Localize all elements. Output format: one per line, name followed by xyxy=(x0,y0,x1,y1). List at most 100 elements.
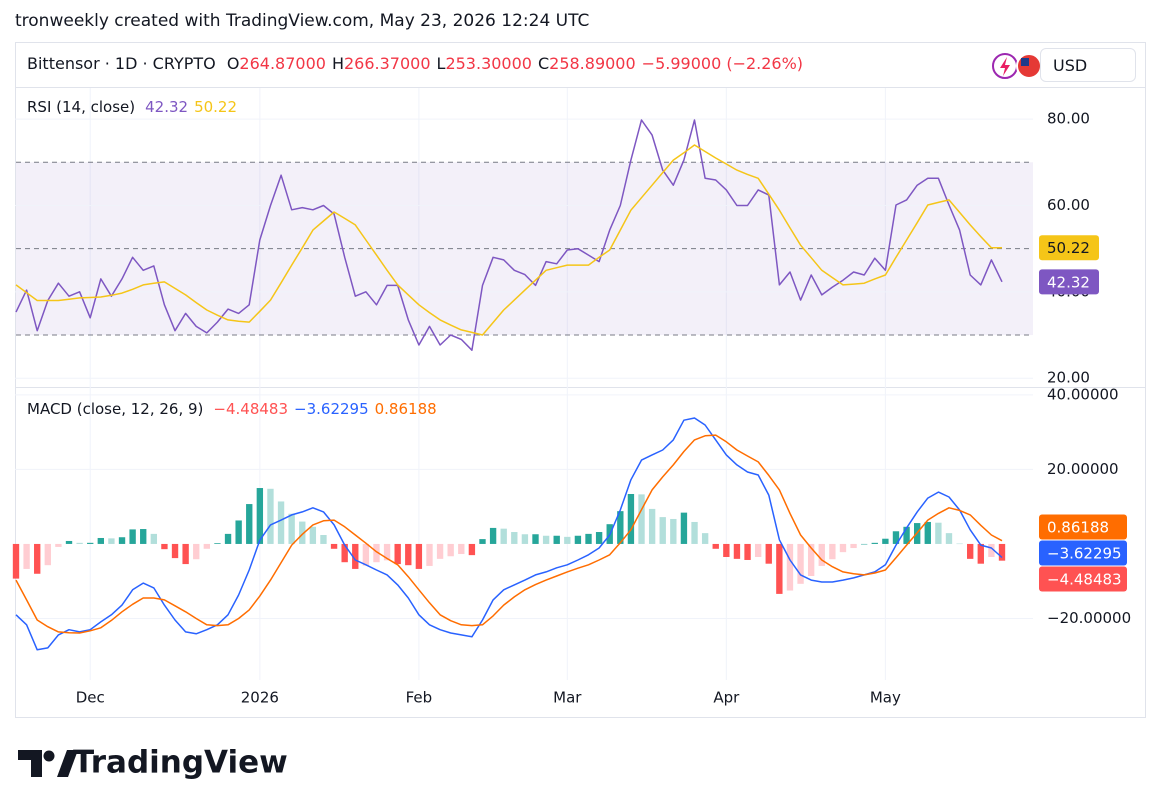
y-tick-label: 80.00 xyxy=(1047,110,1090,128)
histogram-bar xyxy=(744,543,751,560)
histogram-bar xyxy=(320,535,327,544)
histogram-bar xyxy=(362,543,370,566)
value-badge xyxy=(1039,566,1127,592)
histogram-bar xyxy=(330,543,338,549)
x-tick-label: May xyxy=(870,689,901,707)
histogram-bar xyxy=(807,543,815,577)
y-tick-label: 20.00 xyxy=(1047,369,1090,387)
x-tick-label: Apr xyxy=(713,689,740,707)
histogram-bar xyxy=(500,528,507,544)
histogram-bar xyxy=(712,543,719,549)
x-tick-label: Mar xyxy=(553,689,582,707)
histogram-bar xyxy=(97,537,104,544)
histogram-bar xyxy=(458,543,465,555)
histogram-bar xyxy=(34,543,41,574)
histogram-bar xyxy=(12,543,20,579)
histogram-bar xyxy=(585,533,592,544)
histogram-bar xyxy=(299,521,306,544)
histogram-bar xyxy=(818,543,825,566)
legend-title: MACD (close, 12, 26, 9) xyxy=(27,400,204,418)
histogram-bar xyxy=(108,538,115,544)
histogram-bar xyxy=(235,520,242,544)
histogram-bar xyxy=(988,543,995,557)
histogram-bar xyxy=(627,493,635,544)
histogram-bar xyxy=(479,539,486,544)
ohlc-key: H xyxy=(331,54,344,73)
histogram-bar xyxy=(309,526,317,544)
currency-button[interactable]: USD xyxy=(1040,48,1136,82)
histogram-bar xyxy=(489,527,497,544)
histogram-bar xyxy=(648,508,656,544)
histogram-bar xyxy=(65,540,73,544)
histogram-bar xyxy=(850,543,857,549)
histogram-bar xyxy=(542,535,550,544)
histogram-bar xyxy=(214,543,221,544)
logo-text: TradingView xyxy=(73,745,288,781)
histogram-bar xyxy=(415,543,423,569)
caption: tronweekly created with TradingView.com,… xyxy=(15,11,590,31)
histogram-bar xyxy=(564,536,571,544)
series-line xyxy=(15,417,1003,651)
value-badge-label: 0.86188 xyxy=(1047,518,1109,536)
y-tick-label: 40.00000 xyxy=(1047,385,1119,403)
histogram-bar xyxy=(521,534,529,544)
histogram-bar xyxy=(55,543,62,547)
histogram-bar xyxy=(87,542,94,544)
histogram-bar xyxy=(945,533,953,544)
histogram-bar xyxy=(723,543,730,557)
histogram-bar xyxy=(256,488,264,544)
histogram-bar xyxy=(924,521,931,544)
histogram-bar xyxy=(224,533,232,544)
histogram-bar xyxy=(447,543,454,557)
histogram-bar xyxy=(171,543,179,559)
logo-shape xyxy=(43,750,55,762)
value-badge xyxy=(1039,269,1099,295)
histogram-bar xyxy=(956,543,963,545)
histogram-bar xyxy=(193,543,200,560)
histogram-bar xyxy=(765,543,772,564)
histogram-bar xyxy=(553,535,560,544)
histogram-bar xyxy=(150,533,158,544)
ohlc-value: 266.37000 xyxy=(343,54,431,73)
histogram-bar xyxy=(23,543,30,569)
histogram-bar xyxy=(733,543,741,559)
y-tick-label: −20.00000 xyxy=(1047,609,1131,627)
frame xyxy=(15,42,1146,718)
histogram-bar xyxy=(701,533,709,544)
histogram-bar xyxy=(352,543,359,569)
histogram-bar xyxy=(182,543,189,565)
histogram-bar xyxy=(935,522,942,544)
histogram-bar xyxy=(691,521,698,544)
value-badge-label: 50.22 xyxy=(1047,239,1090,257)
ohlc-value: 253.30000 xyxy=(445,54,532,73)
series-line xyxy=(15,119,1003,351)
y-tick-label: 20.00000 xyxy=(1047,460,1119,478)
icon xyxy=(1000,57,1010,76)
value-badge-label: −4.48483 xyxy=(1047,570,1122,588)
histogram-bar xyxy=(203,543,211,549)
histogram-bar xyxy=(436,543,444,559)
histogram-bar xyxy=(44,543,51,566)
symbol: Bittensor · 1D · CRYPTO xyxy=(27,54,216,73)
logo-shape xyxy=(18,750,42,777)
change: −5.99000 (−2.26%) xyxy=(641,54,804,73)
histogram-bar xyxy=(341,543,348,563)
histogram-bar xyxy=(882,538,889,544)
histogram-bar xyxy=(405,543,412,566)
histogram-bar xyxy=(871,542,878,544)
histogram-bar xyxy=(903,526,910,544)
toolbar-icons xyxy=(992,53,1042,79)
histogram-bar xyxy=(892,531,900,544)
ohlc-key: C xyxy=(537,54,550,73)
histogram-bar xyxy=(638,494,645,544)
legend: RSI (14, close) 42.32 50.22 xyxy=(27,98,243,116)
pane: 40.00000 20.00000 −20.00000 0.86188 −3.62295… xyxy=(12,385,1131,651)
histogram-bar xyxy=(595,532,603,544)
value-badge-label: −3.62295 xyxy=(1047,544,1122,562)
histogram-bar xyxy=(76,542,83,544)
histogram-bar xyxy=(839,543,847,553)
histogram-bar xyxy=(860,543,868,545)
histogram-bar xyxy=(680,512,688,544)
